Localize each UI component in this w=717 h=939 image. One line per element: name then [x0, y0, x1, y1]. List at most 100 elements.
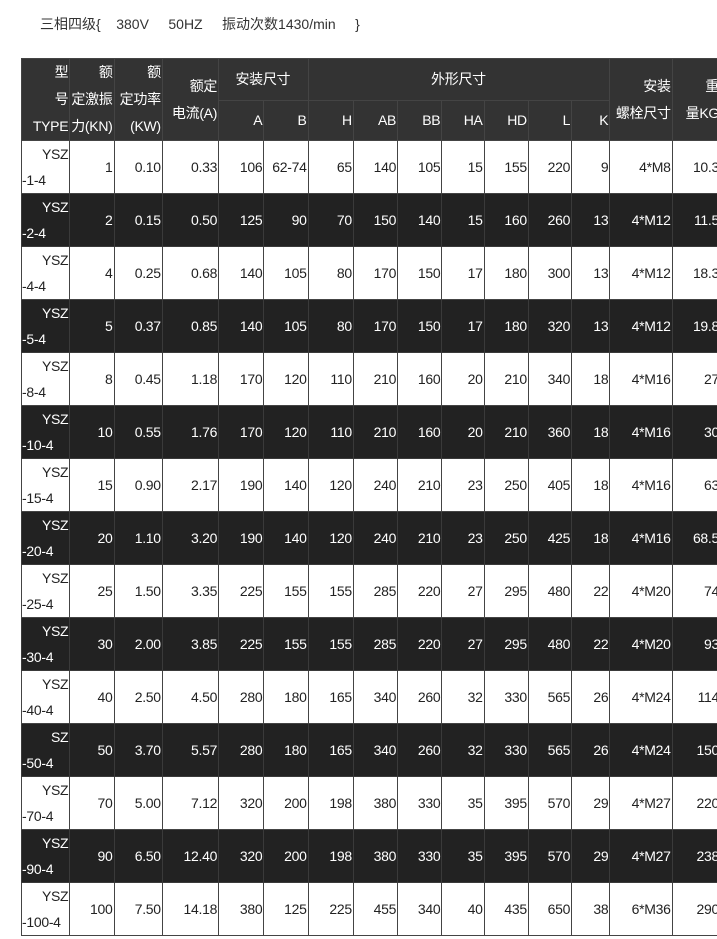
cell: 280	[218, 723, 265, 777]
type-line: -20-4	[22, 543, 54, 559]
cell: 11.5	[671, 193, 717, 247]
cell: 150	[397, 299, 443, 353]
cell: 106	[218, 140, 265, 194]
cell: 220	[397, 617, 443, 671]
cell: 35	[441, 829, 485, 883]
cell: 105	[263, 299, 309, 353]
cell: 250	[483, 511, 529, 565]
cell: 80	[307, 246, 354, 300]
cell: 360	[527, 405, 573, 459]
cell: 0.90	[113, 458, 163, 512]
cell: 30	[69, 617, 115, 671]
cell: 15	[69, 458, 115, 512]
cell: 2.17	[161, 458, 220, 512]
cell: 30	[671, 405, 717, 459]
cell: 380	[218, 882, 265, 936]
type-line: SZ	[50, 729, 69, 745]
header-line: 型	[54, 64, 69, 80]
cell: 290	[671, 882, 717, 936]
cell: 240	[352, 511, 399, 565]
cell-type: YSZ -4-4	[20, 246, 71, 300]
type-line: -10-4	[22, 437, 54, 453]
table-row: YSZ -70-4 70 5.00 7.12 320 200 198 380 330 35 395 57…	[20, 776, 717, 830]
cell: 105	[397, 140, 443, 194]
cell: 12.40	[161, 829, 220, 883]
cell: 1.76	[161, 405, 220, 459]
cell: 22	[571, 564, 611, 618]
cell: 18	[571, 352, 611, 406]
type-line: YSZ	[41, 305, 69, 321]
table-row: YSZ -8-4 8 0.45 1.18 170 120 110 210 160 20 210 340 1…	[20, 352, 717, 406]
type-line: -5-4	[22, 331, 46, 347]
header-line: 力(KN)	[71, 118, 113, 134]
cell: 0.85	[161, 299, 220, 353]
cell-type: YSZ -30-4	[20, 617, 71, 671]
cell: 120	[263, 352, 309, 406]
cell: 29	[571, 776, 611, 830]
cell: 295	[483, 617, 529, 671]
cell: 7.50	[113, 882, 163, 936]
cell: 63	[671, 458, 717, 512]
cell: 160	[397, 405, 443, 459]
cell: 19.8	[671, 299, 717, 353]
cell: 198	[307, 776, 354, 830]
cell: 3.35	[161, 564, 220, 618]
cell: 18.3	[671, 246, 717, 300]
type-line: YSZ	[41, 835, 69, 851]
cell: 17	[441, 299, 485, 353]
cell: 210	[352, 352, 399, 406]
header-line: 定激振	[71, 91, 113, 107]
cell: 260	[397, 670, 443, 724]
cell: 68.5	[671, 511, 717, 565]
cell: 210	[483, 405, 529, 459]
cell: 455	[352, 882, 399, 936]
type-line: YSZ	[41, 411, 69, 427]
cell: 125	[218, 193, 265, 247]
cell: 190	[218, 511, 265, 565]
cell: 4*M20	[609, 564, 673, 618]
table-row: YSZ -5-4 5 0.37 0.85 140 105 80 170 150 17 180 320 13…	[20, 299, 717, 353]
cell: 10.3	[671, 140, 717, 194]
cell: 0.55	[113, 405, 163, 459]
cell: 140	[352, 140, 399, 194]
cell: 120	[307, 458, 354, 512]
cell: 210	[397, 511, 443, 565]
cell: 13	[571, 299, 611, 353]
cell: 2.50	[113, 670, 163, 724]
cell: 570	[527, 776, 573, 830]
header-bolt: 安装 螺栓尺寸	[609, 58, 673, 141]
type-line: -2-4	[22, 225, 46, 241]
cell: 5.00	[113, 776, 163, 830]
cell: 3.20	[161, 511, 220, 565]
type-line: -100-4	[22, 914, 61, 930]
cell: 565	[527, 670, 573, 724]
cell: 4*M16	[609, 352, 673, 406]
cell: 80	[307, 299, 354, 353]
cell-type: YSZ -1-4	[20, 140, 71, 194]
cell: 0.15	[113, 193, 163, 247]
type-line: YSZ	[41, 358, 69, 374]
cell: 4*M16	[609, 405, 673, 459]
header-h: H	[307, 100, 354, 141]
type-line: YSZ	[41, 464, 69, 480]
cell: 565	[527, 723, 573, 777]
cell: 110	[307, 405, 354, 459]
table-row: YSZ -40-4 40 2.50 4.50 280 180 165 340 260 32 330 56…	[20, 670, 717, 724]
cell: 65	[307, 140, 354, 194]
cell: 5.57	[161, 723, 220, 777]
cell: 340	[352, 723, 399, 777]
cell-type: YSZ -10-4	[20, 405, 71, 459]
cell: 114	[671, 670, 717, 724]
header-type: 型号 TYPE	[20, 58, 71, 141]
cell: 4*M12	[609, 193, 673, 247]
cell: 4*M27	[609, 776, 673, 830]
cell: 405	[527, 458, 573, 512]
cell: 480	[527, 617, 573, 671]
cell: 26	[571, 723, 611, 777]
cell: 4*M24	[609, 670, 673, 724]
cell: 320	[218, 776, 265, 830]
cell: 4*M20	[609, 617, 673, 671]
cell: 170	[352, 246, 399, 300]
cell: 7.12	[161, 776, 220, 830]
cell: 18	[571, 511, 611, 565]
